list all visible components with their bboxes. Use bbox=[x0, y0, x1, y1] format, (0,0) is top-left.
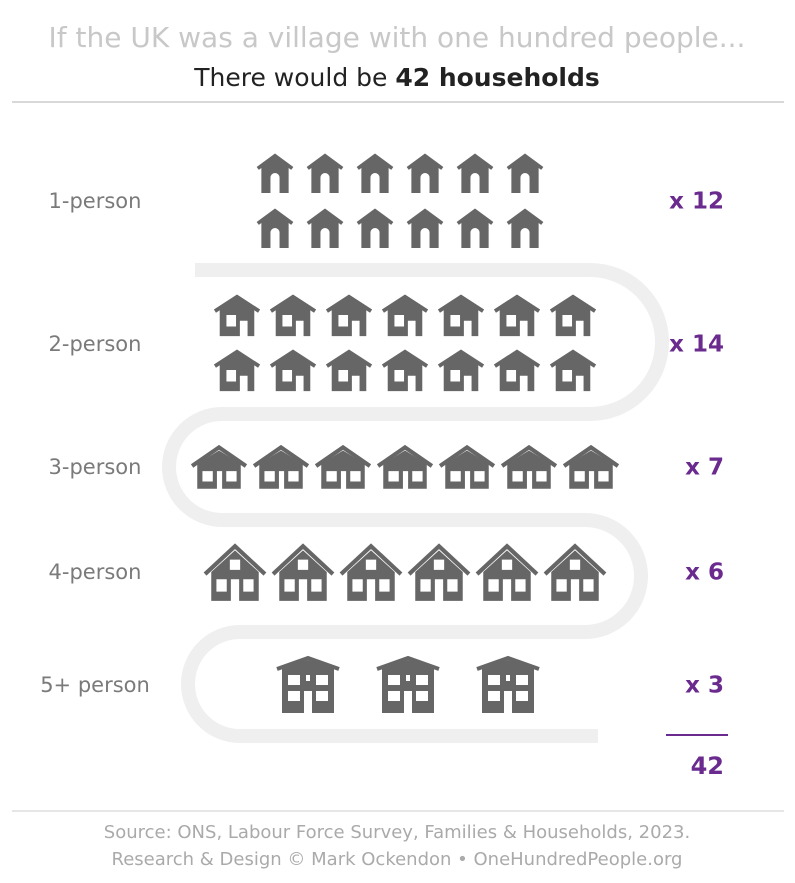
house-icon bbox=[205, 546, 265, 601]
house-icon bbox=[305, 153, 345, 194]
row-label: 3-person bbox=[49, 455, 142, 479]
row-label: 1-person bbox=[49, 189, 142, 213]
house-icon bbox=[475, 656, 541, 713]
house-icon bbox=[405, 208, 445, 249]
house-icon bbox=[355, 208, 395, 249]
house-icon bbox=[254, 447, 308, 488]
house-icon bbox=[493, 349, 541, 392]
subtitle-bold: 42 households bbox=[395, 63, 599, 92]
house-icon bbox=[381, 349, 429, 392]
house-icon bbox=[505, 153, 545, 194]
count-label: x 12 bbox=[669, 189, 724, 215]
house-icon bbox=[405, 153, 445, 194]
subtitle: There would be 42 households bbox=[193, 63, 600, 92]
house-icon bbox=[455, 153, 495, 194]
house-icon bbox=[355, 153, 395, 194]
total: 42 bbox=[691, 752, 724, 780]
count-label: x 7 bbox=[685, 455, 724, 481]
house-icon bbox=[409, 546, 469, 601]
house-icon bbox=[493, 294, 541, 337]
house-icon bbox=[437, 294, 485, 337]
count-label: x 3 bbox=[685, 673, 724, 699]
house-icon bbox=[269, 294, 317, 337]
house-icon bbox=[269, 349, 317, 392]
title: If the UK was a village with one hundred… bbox=[49, 21, 746, 54]
house-icon bbox=[545, 546, 605, 601]
snake-path bbox=[162, 263, 669, 743]
house-icon bbox=[455, 208, 495, 249]
house-icon bbox=[192, 447, 246, 488]
house-icon bbox=[437, 349, 485, 392]
house-icon bbox=[381, 294, 429, 337]
credit: Research & Design © Mark Ockendon • OneH… bbox=[112, 849, 683, 870]
house-icon bbox=[316, 447, 370, 488]
house-icon bbox=[477, 546, 537, 601]
row-label: 2-person bbox=[49, 332, 142, 356]
house-icon bbox=[378, 447, 432, 488]
house-icon bbox=[213, 294, 261, 337]
house-icon bbox=[341, 546, 401, 601]
count-label: x 6 bbox=[685, 560, 724, 586]
house-icon bbox=[325, 294, 373, 337]
house-icon bbox=[505, 208, 545, 249]
house-icon bbox=[275, 656, 341, 713]
house-icon bbox=[375, 656, 441, 713]
house-icon bbox=[255, 153, 295, 194]
house-icon bbox=[273, 546, 333, 601]
house-icon bbox=[564, 447, 618, 488]
subtitle-prefix: There would be bbox=[193, 63, 395, 92]
house-icon bbox=[325, 349, 373, 392]
house-icon bbox=[255, 208, 295, 249]
row-label: 4-person bbox=[49, 560, 142, 584]
source: Source: ONS, Labour Force Survey, Famili… bbox=[104, 822, 690, 843]
house-icon bbox=[549, 349, 597, 392]
house-icon bbox=[502, 447, 556, 488]
house-icon bbox=[305, 208, 345, 249]
house-icon bbox=[440, 447, 494, 488]
row-label: 5+ person bbox=[40, 673, 150, 697]
count-label: x 14 bbox=[669, 332, 724, 358]
house-icon bbox=[549, 294, 597, 337]
house-icon bbox=[213, 349, 261, 392]
